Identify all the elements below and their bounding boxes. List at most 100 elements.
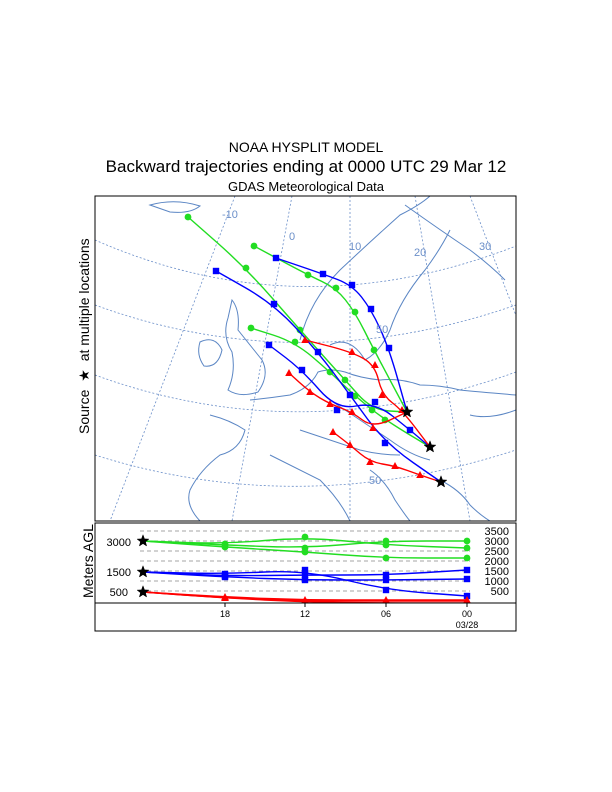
lat-label-upper: 50 <box>376 324 388 336</box>
trajectory-path-1 <box>250 242 408 413</box>
trajectory-marker <box>351 392 359 400</box>
sweden-coast <box>329 229 451 361</box>
trajectory-marker <box>369 424 377 431</box>
trajectory-path-3 <box>212 267 442 483</box>
trajectory-path-0 <box>184 213 408 414</box>
height-marker <box>382 554 390 562</box>
trajectory-path-8 <box>329 428 442 483</box>
model-title: NOAA HYSPLIT MODEL <box>228 139 384 155</box>
france-south-coast <box>269 454 351 521</box>
trajectory-marker <box>348 408 356 415</box>
trajectory-line <box>288 372 408 425</box>
height-marker <box>382 596 390 603</box>
lon-label-minus10: -10 <box>222 209 238 221</box>
right-level-labels: 3500 3000 2500 2000 1500 1000 500 <box>485 526 509 598</box>
lon-label-30: 30 <box>479 241 491 253</box>
parallel-line <box>95 239 516 287</box>
trajectory-path-4 <box>272 254 408 413</box>
trajectory-marker <box>381 439 389 447</box>
height-frame <box>94 522 517 632</box>
meridian-line <box>469 196 516 317</box>
trajectory-line <box>275 257 408 413</box>
height-marker <box>463 554 471 562</box>
source-star-icon <box>434 475 448 488</box>
trajectory-marker <box>242 264 250 272</box>
right-level-3000: 3000 <box>485 536 509 548</box>
trajectory-line <box>304 339 431 448</box>
trajectory-marker <box>371 361 379 368</box>
time-label-12: 12 <box>300 609 310 619</box>
source-star-icon <box>400 405 414 418</box>
trajectory-marker <box>371 398 379 406</box>
right-level-1000: 1000 <box>485 576 509 588</box>
trajectory-marker <box>285 369 293 376</box>
chart-title: Backward trajectories ending at 0000 UTC… <box>105 157 507 176</box>
height-panel: 18 12 06 00 03/28 3000 1500 500 3500 300… <box>95 526 516 630</box>
height-marker <box>221 593 229 600</box>
trajectory-marker <box>333 406 341 414</box>
trajectory-marker <box>346 441 354 448</box>
parallel-line <box>95 371 516 413</box>
map-frame <box>94 195 517 522</box>
time-axis-ticks <box>224 603 468 607</box>
lon-label-10: 10 <box>349 241 361 253</box>
height-marker <box>301 596 309 603</box>
trajectory-path-6 <box>285 369 408 431</box>
left-level-labels: 3000 1500 500 <box>107 537 131 599</box>
trajectory-marker <box>304 271 312 279</box>
lat-label-lower: 50 <box>369 475 381 487</box>
balkan-coast <box>439 479 491 521</box>
right-level-1500: 1500 <box>485 566 509 578</box>
france-west-coast <box>188 414 246 521</box>
left-level-3000: 3000 <box>107 537 131 549</box>
trajectory-marker <box>270 300 278 308</box>
continent-north-coast <box>249 369 516 401</box>
start-height-star-icon <box>136 534 150 547</box>
trajectory-line <box>215 270 442 483</box>
data-source-subtitle: GDAS Meteorological Data <box>227 179 385 194</box>
trajectory-marker <box>366 458 374 465</box>
trajectory-marker <box>184 213 192 221</box>
height-marker <box>221 540 229 548</box>
trajectory-marker <box>250 242 258 250</box>
trajectory-marker <box>291 338 299 346</box>
height-marker <box>463 537 471 545</box>
left-level-1500: 1500 <box>107 567 131 579</box>
height-trajectory-8 <box>142 591 471 603</box>
trajectory-marker <box>332 284 340 292</box>
right-level-2500: 2500 <box>485 546 509 558</box>
height-marker <box>382 576 390 584</box>
trajectory-marker <box>378 391 386 398</box>
trajectory-line <box>268 344 431 448</box>
source-star-icon <box>423 440 437 453</box>
norway-coast <box>299 196 431 341</box>
trajectory-marker <box>341 376 349 384</box>
map-grid-labels: -10 0 10 20 30 50 50 <box>222 209 491 487</box>
height-marker <box>221 570 229 578</box>
date-label: 03/28 <box>456 620 479 630</box>
trajectory-line <box>332 431 442 483</box>
lon-label-20: 20 <box>414 247 426 259</box>
iceland-coast <box>148 201 202 213</box>
left-level-500: 500 <box>110 587 128 599</box>
height-marker <box>301 548 309 556</box>
right-level-2000: 2000 <box>485 556 509 568</box>
trajectory-marker <box>351 308 359 316</box>
italy-coast <box>369 469 411 521</box>
trajectory-marker <box>348 281 356 289</box>
ireland-coast <box>198 339 223 367</box>
trajectory-path-5 <box>265 341 431 448</box>
inland-border-2 <box>299 429 401 456</box>
map-area <box>95 196 516 521</box>
trajectory-marker <box>406 426 414 434</box>
coastlines <box>148 196 516 521</box>
height-marker <box>463 544 471 552</box>
time-label-18: 18 <box>220 609 230 619</box>
height-marker <box>463 566 471 574</box>
trajectory-marker <box>329 428 337 435</box>
parallel-line <box>95 449 516 487</box>
height-marker <box>463 575 471 583</box>
trajectory-marker <box>296 326 304 334</box>
trajectory-marker <box>247 324 255 332</box>
time-tick-labels: 18 12 06 00 03/28 <box>220 609 478 630</box>
